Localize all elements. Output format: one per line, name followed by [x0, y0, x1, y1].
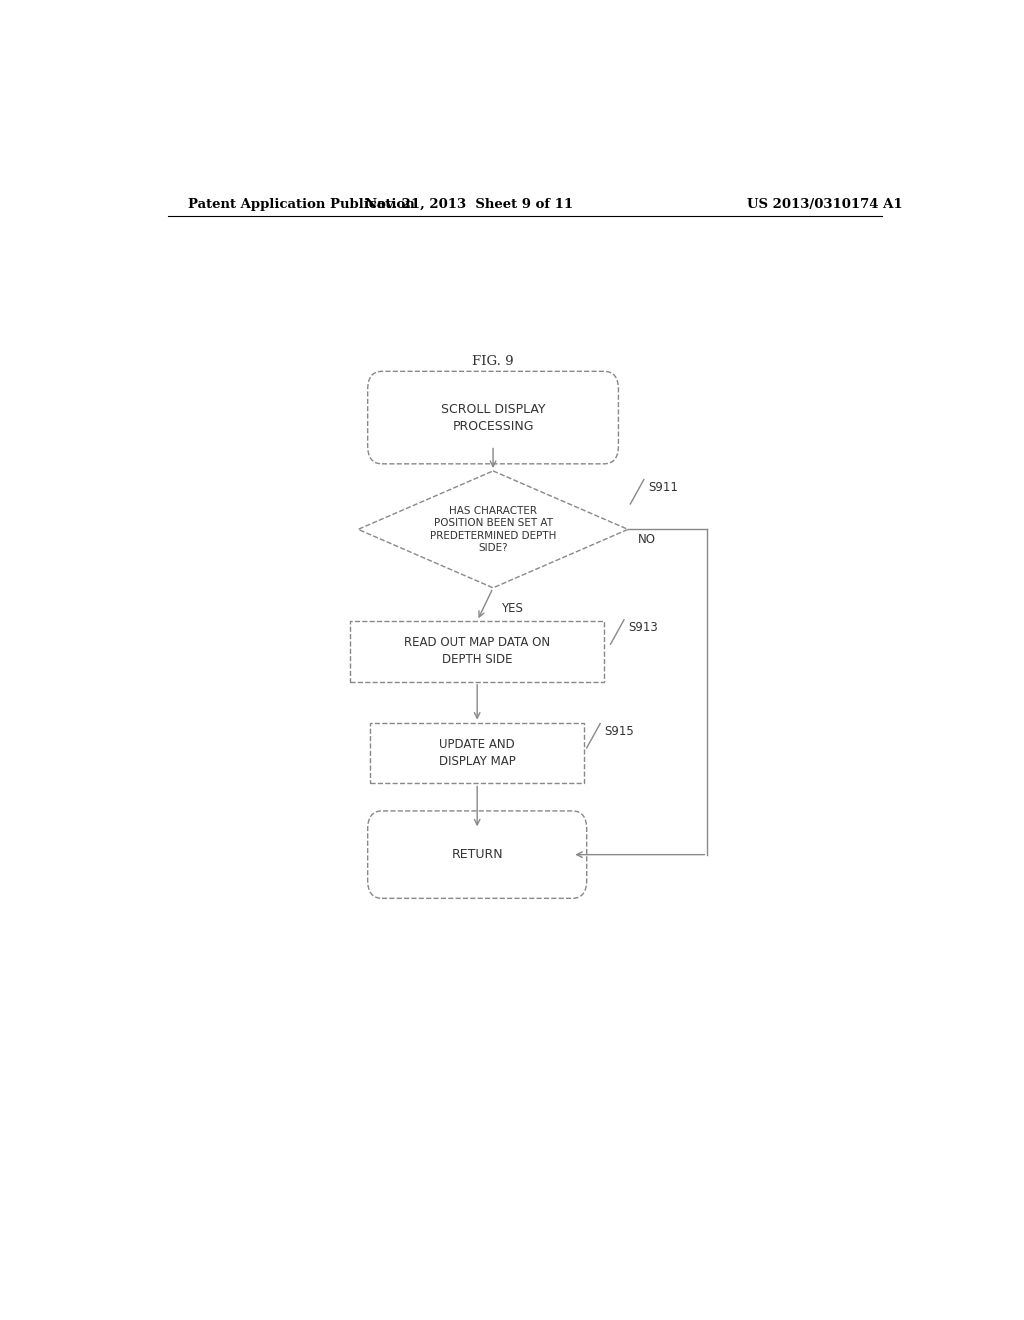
Text: S915: S915	[604, 725, 634, 738]
Text: YES: YES	[501, 602, 523, 615]
Text: US 2013/0310174 A1: US 2013/0310174 A1	[748, 198, 902, 211]
Bar	[370, 722, 585, 784]
Text: Patent Application Publication: Patent Application Publication	[187, 198, 415, 211]
Text: Nov. 21, 2013  Sheet 9 of 11: Nov. 21, 2013 Sheet 9 of 11	[366, 198, 573, 211]
Text: FIG. 9: FIG. 9	[472, 355, 514, 368]
FancyBboxPatch shape	[368, 810, 587, 899]
Text: S913: S913	[628, 622, 657, 635]
Text: READ OUT MAP DATA ON
DEPTH SIDE: READ OUT MAP DATA ON DEPTH SIDE	[404, 636, 550, 667]
Bar	[350, 620, 604, 682]
Text: S911: S911	[648, 482, 678, 494]
Text: NO: NO	[638, 533, 655, 546]
Text: UPDATE AND
DISPLAY MAP: UPDATE AND DISPLAY MAP	[439, 738, 515, 768]
Text: SCROLL DISPLAY
PROCESSING: SCROLL DISPLAY PROCESSING	[440, 403, 546, 433]
Text: RETURN: RETURN	[452, 849, 503, 861]
FancyBboxPatch shape	[368, 371, 618, 463]
Text: HAS CHARACTER
POSITION BEEN SET AT
PREDETERMINED DEPTH
SIDE?: HAS CHARACTER POSITION BEEN SET AT PREDE…	[430, 506, 556, 553]
Polygon shape	[358, 471, 628, 587]
